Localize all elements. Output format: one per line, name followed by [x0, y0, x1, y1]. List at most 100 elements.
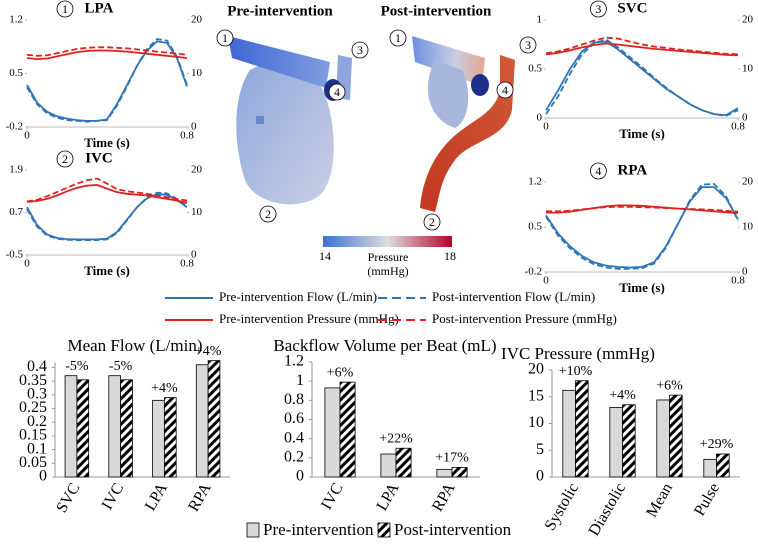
- bar: [622, 404, 636, 478]
- x-tick-label: 0.8: [180, 130, 194, 142]
- badge-circle: [590, 162, 607, 180]
- badge-circle: [351, 41, 369, 59]
- series-line: [545, 42, 739, 57]
- series-line: [545, 182, 739, 270]
- bar-annotation: +4%: [195, 344, 222, 359]
- legend-label: Pre-intervention Flow (L/min): [219, 289, 377, 304]
- bar-annotation: +29%: [700, 437, 734, 452]
- colorbar-label: (mmHg): [367, 264, 408, 278]
- y-tick-label: -0.2: [6, 121, 23, 133]
- y-tick-label: 0.5: [9, 67, 23, 79]
- series-line: [545, 186, 739, 269]
- badge: 4: [595, 164, 601, 178]
- badge-circle: [496, 81, 514, 99]
- badge: 1: [395, 31, 401, 45]
- x-tick-label: Pulse: [691, 480, 723, 519]
- y-tick-label: -0.2: [525, 266, 542, 278]
- legend-label: Post-intervention Pressure (mmHg): [432, 311, 617, 326]
- chart-title: RPA: [618, 162, 648, 178]
- y-tick-label: 0.35: [19, 372, 47, 389]
- y2-tick-label: 0: [191, 249, 197, 261]
- badge-circle: [56, 150, 74, 168]
- badge-circle: [423, 213, 441, 231]
- legend-label: Pre-intervention: [263, 520, 374, 539]
- bar: [562, 389, 576, 478]
- series-line: [546, 205, 739, 213]
- y-tick-label: 0.15: [19, 427, 47, 444]
- x-tick-label: 0: [543, 275, 549, 287]
- y2-tick-label: 10: [191, 67, 203, 79]
- y-tick-label: 0: [537, 112, 543, 124]
- legend-label: Pre-intervention Pressure (mmHg): [219, 311, 399, 326]
- y-tick-label: 0.3: [27, 386, 47, 403]
- y2-tick-label: 20: [191, 164, 203, 176]
- series-line: [26, 191, 188, 241]
- bar: [656, 399, 670, 478]
- x-tick-label: 0.8: [180, 258, 194, 270]
- model-title: Pre-intervention: [227, 3, 333, 19]
- colorbar-max: 18: [444, 249, 456, 263]
- bar: [395, 447, 412, 478]
- y-tick-label: 0.1: [27, 440, 47, 457]
- badge-circle: [519, 36, 537, 54]
- y-tick-label: 0.05: [19, 454, 47, 471]
- y2-tick-label: 20: [191, 14, 203, 26]
- y2-tick-label: 10: [191, 206, 203, 218]
- bar: [108, 375, 122, 478]
- bar-annotation: +4%: [609, 388, 636, 403]
- x-tick-label: Diastolic: [586, 480, 630, 539]
- badge: 4: [334, 85, 340, 99]
- x-tick-label: LPA: [142, 480, 171, 514]
- bar: [207, 360, 221, 478]
- y-tick-label: 1.2: [528, 176, 542, 188]
- chart-title: Mean Flow (L/min): [67, 336, 202, 355]
- series-line: [545, 38, 739, 117]
- bar: [64, 375, 78, 478]
- y-tick-label: 0.2: [284, 449, 304, 466]
- badge: 3: [595, 2, 601, 16]
- y-tick-label: 0: [39, 468, 47, 485]
- x-axis-label: Time (s): [84, 135, 130, 150]
- badge: 1: [222, 31, 228, 45]
- chart-title: IVC Pressure (mmHg): [501, 344, 655, 363]
- post-model: [412, 36, 515, 212]
- bar: [152, 399, 165, 478]
- x-tick-label: RPA: [429, 480, 459, 515]
- y-tick-label: 1: [296, 372, 304, 389]
- badge: 1: [62, 2, 68, 16]
- bar: [669, 394, 683, 478]
- y-tick-label: 0.25: [19, 399, 47, 416]
- pre-model: [228, 36, 352, 205]
- y-tick-label: 1.2: [284, 353, 304, 370]
- bar-annotation: -5%: [109, 359, 133, 374]
- series-line: [26, 183, 188, 204]
- badge: 3: [357, 43, 363, 57]
- chart-title: Backflow Volume per Beat (mL): [273, 336, 496, 355]
- bar-annotation: +6%: [327, 365, 354, 380]
- y2-tick-label: 20: [742, 176, 754, 188]
- bar-annotation: +22%: [379, 431, 413, 446]
- series-line: [26, 38, 188, 123]
- y-tick-label: 0.6: [284, 410, 304, 427]
- colorbar-min: 14: [319, 249, 331, 263]
- y-tick-label: 5: [536, 441, 544, 458]
- badge-circle: [590, 0, 607, 18]
- y-tick-label: 1.9: [9, 164, 23, 176]
- y2-tick-label: 0: [742, 266, 748, 278]
- badge: 3: [525, 38, 531, 52]
- x-tick-label: IVC: [318, 480, 347, 512]
- bar: [195, 364, 209, 478]
- series-line: [545, 36, 739, 56]
- x-tick-label: 0: [24, 258, 30, 270]
- bar: [451, 467, 468, 478]
- bar: [716, 453, 730, 478]
- badge-circle: [328, 83, 346, 101]
- x-tick-label: LPA: [374, 480, 403, 514]
- bar-annotation: +17%: [435, 451, 469, 466]
- badge-circle: [259, 205, 277, 223]
- y-tick-label: 0.5: [528, 221, 542, 233]
- y-tick-label: 1.2: [9, 14, 23, 26]
- x-axis-label: Time (s): [84, 263, 130, 278]
- series-line: [26, 193, 188, 241]
